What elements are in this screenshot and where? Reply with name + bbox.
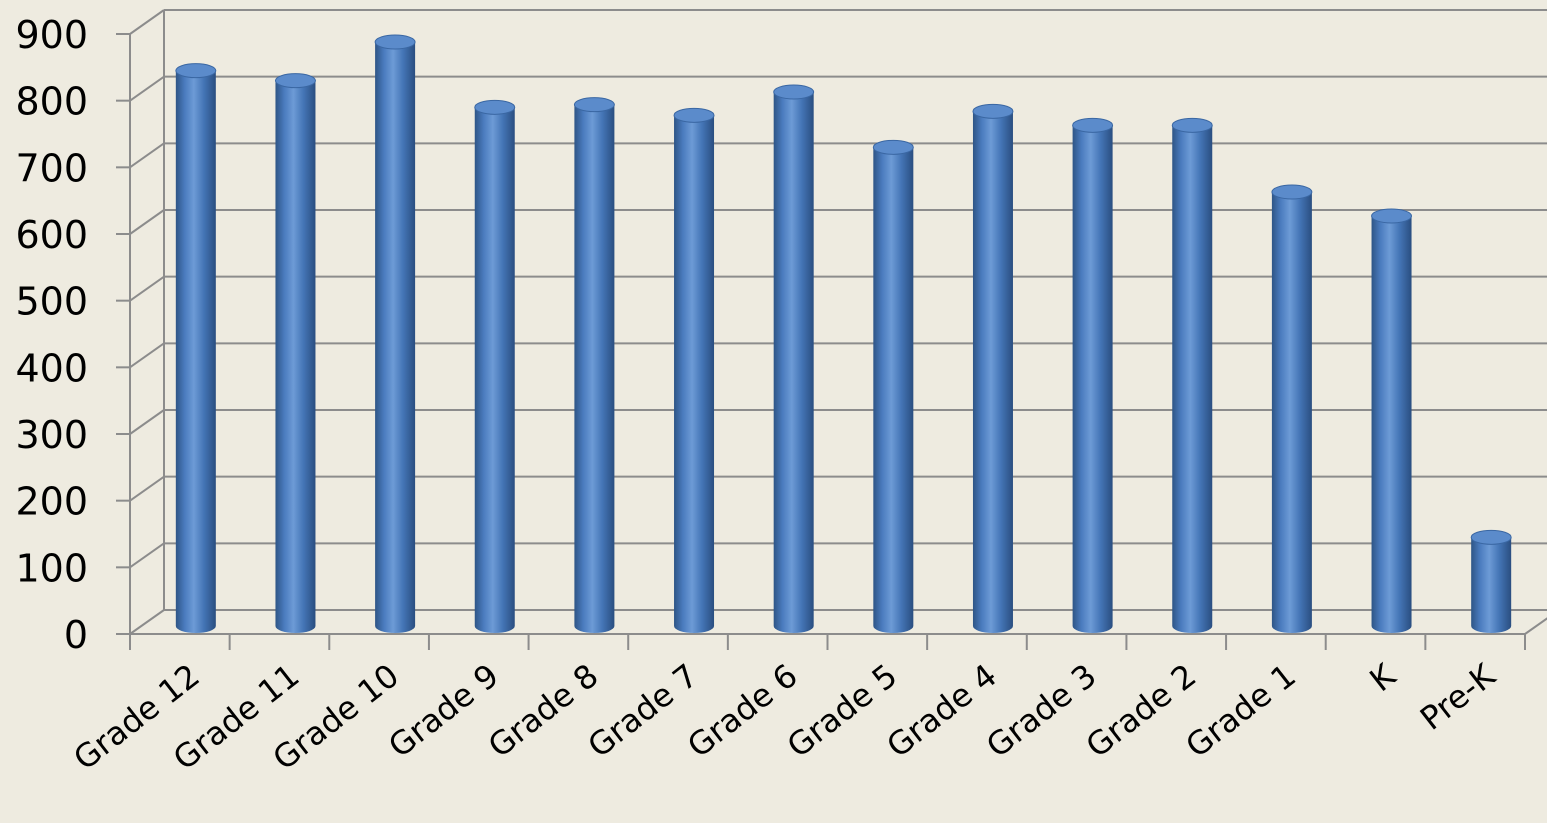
bar xyxy=(1171,117,1213,633)
y-tick-label: 0 xyxy=(64,613,88,657)
bar xyxy=(474,99,516,634)
gridlines xyxy=(129,9,1547,635)
gridline-diagonal xyxy=(129,9,165,35)
bar xyxy=(972,103,1014,634)
bar-body xyxy=(375,42,416,633)
y-tick-label: 400 xyxy=(15,346,88,390)
x-tick-label: Pre-K xyxy=(1413,656,1503,738)
y-tick-label: 700 xyxy=(15,146,88,190)
gridline-diagonal xyxy=(129,475,165,502)
axes xyxy=(116,33,1547,650)
y-tick-label: 500 xyxy=(15,280,88,324)
x-tick-label: Grade 7 xyxy=(581,656,705,765)
gridline-diagonal xyxy=(129,209,165,235)
bar xyxy=(1072,117,1114,633)
bar-body xyxy=(1271,192,1312,633)
bar-body xyxy=(773,92,814,633)
bar-top xyxy=(773,84,815,100)
bar xyxy=(374,34,416,633)
x-tick-label: Grade 2 xyxy=(1079,656,1203,765)
bar-top xyxy=(1470,529,1512,545)
gridline-diagonal xyxy=(129,342,165,369)
bar-body xyxy=(972,111,1013,634)
gridline-diagonal xyxy=(129,275,165,302)
bar-top xyxy=(972,103,1014,119)
bar-top xyxy=(1072,117,1114,133)
bar-body xyxy=(1072,125,1113,633)
bar-top xyxy=(872,139,914,155)
bar xyxy=(1470,529,1512,633)
bar-body xyxy=(175,70,216,633)
bar-body xyxy=(873,147,914,634)
x-tick-label: Grade 3 xyxy=(979,656,1103,765)
y-axis-tick-labels: 0 100 200 300 400 500 600 700 800 900 xyxy=(15,13,88,657)
y-tick-label: 800 xyxy=(15,80,88,124)
bar-body xyxy=(1371,216,1412,633)
bar-body xyxy=(674,115,715,634)
bar-top xyxy=(175,63,217,79)
bar-top xyxy=(1171,117,1213,133)
bar xyxy=(1371,208,1413,633)
x-tick-label: K xyxy=(1363,656,1404,699)
x-tick-label: Grade 6 xyxy=(680,656,804,765)
gridline-diagonal xyxy=(129,409,165,435)
bar xyxy=(175,63,217,633)
x-tick-label: Grade 5 xyxy=(780,656,904,765)
bar-body xyxy=(574,104,615,633)
bar-body xyxy=(1471,537,1512,633)
x-tick-label: Grade 8 xyxy=(481,656,605,765)
bar xyxy=(872,139,914,634)
bar-top xyxy=(1371,208,1413,224)
bar-top xyxy=(274,73,316,89)
bar xyxy=(274,73,316,633)
bars xyxy=(175,34,1512,634)
y-tick-label: 200 xyxy=(15,480,88,524)
gridline-diagonal xyxy=(129,75,165,102)
x-tick-label: Grade 1 xyxy=(1178,656,1302,765)
bar-body xyxy=(474,107,515,634)
y-tick-label: 900 xyxy=(15,13,88,57)
bar-top xyxy=(374,34,416,50)
floor-edge-right xyxy=(1524,617,1547,635)
bar-top xyxy=(573,97,615,113)
x-tick-label: Grade 4 xyxy=(880,656,1004,765)
gridline-diagonal xyxy=(129,609,165,635)
bar xyxy=(773,84,815,633)
bar-top xyxy=(673,107,715,123)
bar-top xyxy=(474,99,516,115)
bar xyxy=(673,107,715,634)
bar xyxy=(573,97,615,633)
y-tick-label: 100 xyxy=(15,546,88,590)
gridline-diagonal xyxy=(129,542,165,569)
y-tick-label: 300 xyxy=(15,413,88,457)
bar-top xyxy=(1271,184,1313,200)
x-tick-label: Grade 9 xyxy=(381,656,505,765)
bar xyxy=(1271,184,1313,633)
bar-body xyxy=(275,80,316,633)
y-tick-label: 600 xyxy=(15,213,88,257)
gridline-diagonal xyxy=(129,142,165,169)
bar-body xyxy=(1172,125,1213,633)
